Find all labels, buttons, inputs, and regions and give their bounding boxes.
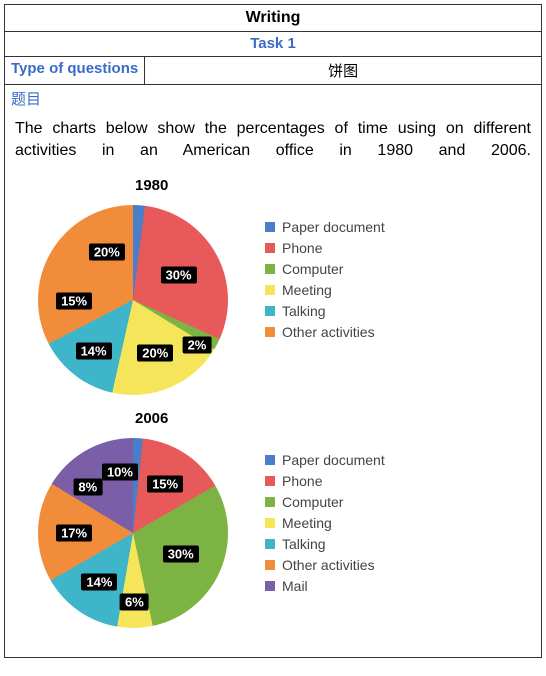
legend-item-computer: Computer: [265, 261, 385, 277]
legend-label: Paper document: [282, 452, 385, 468]
slice-label: 2%: [183, 336, 212, 353]
legend-swatch: [265, 581, 275, 591]
chart-body: 20% 30% 2% 20% 14% 15% Paper document Phone Comp…: [15, 200, 531, 400]
slice-label: 6%: [120, 593, 149, 610]
legend-item-computer: Computer: [265, 494, 385, 510]
legend-label: Talking: [282, 303, 326, 319]
legend-swatch: [265, 497, 275, 507]
document-frame: Writing Task 1 Type of questions 饼图 题目 T…: [4, 4, 542, 658]
legend-swatch: [265, 285, 275, 295]
legend-item-other: Other activities: [265, 557, 385, 573]
charts-area: 1980 20% 30% 2% 20% 14% 15% Paper document Phone…: [5, 177, 541, 657]
legend-label: Other activities: [282, 557, 375, 573]
page-title: Writing: [246, 9, 301, 26]
slice-label: 15%: [56, 292, 92, 309]
slice-label: 20%: [89, 243, 125, 260]
legend-swatch: [265, 539, 275, 549]
slice-label: 10%: [102, 463, 138, 480]
slice-label: 15%: [147, 475, 183, 492]
legend-swatch: [265, 306, 275, 316]
legend-swatch: [265, 518, 275, 528]
legend-swatch: [265, 243, 275, 253]
legend-label: Computer: [282, 261, 343, 277]
legend-item-meeting: Meeting: [265, 515, 385, 531]
slice-label: 8%: [73, 479, 102, 496]
legend-item-paper: Paper document: [265, 452, 385, 468]
legend-label: Mail: [282, 578, 308, 594]
legend-swatch: [265, 476, 275, 486]
legend-swatch: [265, 327, 275, 337]
legend-label: Phone: [282, 473, 322, 489]
legend-item-phone: Phone: [265, 240, 385, 256]
legend-label: Paper document: [282, 219, 385, 235]
meta-row: Type of questions 饼图: [5, 57, 541, 85]
legend-label: Talking: [282, 536, 326, 552]
legend-item-talking: Talking: [265, 536, 385, 552]
slice-label: 30%: [163, 546, 199, 563]
slice-label: 14%: [76, 343, 112, 360]
chart-title: 2006: [135, 410, 531, 427]
task-label: Task 1: [250, 35, 296, 52]
title-row: Writing: [5, 5, 541, 32]
legend-label: Meeting: [282, 282, 332, 298]
legend-label: Computer: [282, 494, 343, 510]
slice-label: 14%: [81, 573, 117, 590]
slice-label: 20%: [137, 344, 173, 361]
pie-wrap: 20% 30% 2% 20% 14% 15%: [15, 200, 255, 400]
legend: Paper document Phone Computer Meeting Talkin…: [255, 433, 385, 599]
legend-label: Meeting: [282, 515, 332, 531]
chart-body: 10% 15% 30% 6%14% 17% 8% Paper document Phone Co…: [15, 433, 531, 633]
legend: Paper document Phone Computer Meeting Talkin…: [255, 200, 385, 345]
legend-item-phone: Phone: [265, 473, 385, 489]
chart-2006: 2006 10% 15% 30% 6%14% 17% 8% Paper document Pho…: [15, 410, 531, 633]
chart-title: 1980: [135, 177, 531, 194]
legend-item-meeting: Meeting: [265, 282, 385, 298]
legend-label: Phone: [282, 240, 322, 256]
type-label: Type of questions: [5, 57, 145, 84]
prompt-text: The charts below show the percentages of…: [5, 112, 541, 171]
legend-item-other: Other activities: [265, 324, 385, 340]
type-value: 饼图: [145, 57, 541, 84]
legend-swatch: [265, 560, 275, 570]
legend-item-paper: Paper document: [265, 219, 385, 235]
legend-swatch: [265, 222, 275, 232]
legend-swatch: [265, 455, 275, 465]
legend-swatch: [265, 264, 275, 274]
task-row: Task 1: [5, 32, 541, 57]
pie-wrap: 10% 15% 30% 6%14% 17% 8%: [15, 433, 255, 633]
legend-label: Other activities: [282, 324, 375, 340]
slice-label: 30%: [161, 266, 197, 283]
subhead: 题目: [5, 85, 541, 112]
legend-item-mail: Mail: [265, 578, 385, 594]
chart-1980: 1980 20% 30% 2% 20% 14% 15% Paper document Phone…: [15, 177, 531, 400]
legend-item-talking: Talking: [265, 303, 385, 319]
slice-label: 17%: [56, 524, 92, 541]
